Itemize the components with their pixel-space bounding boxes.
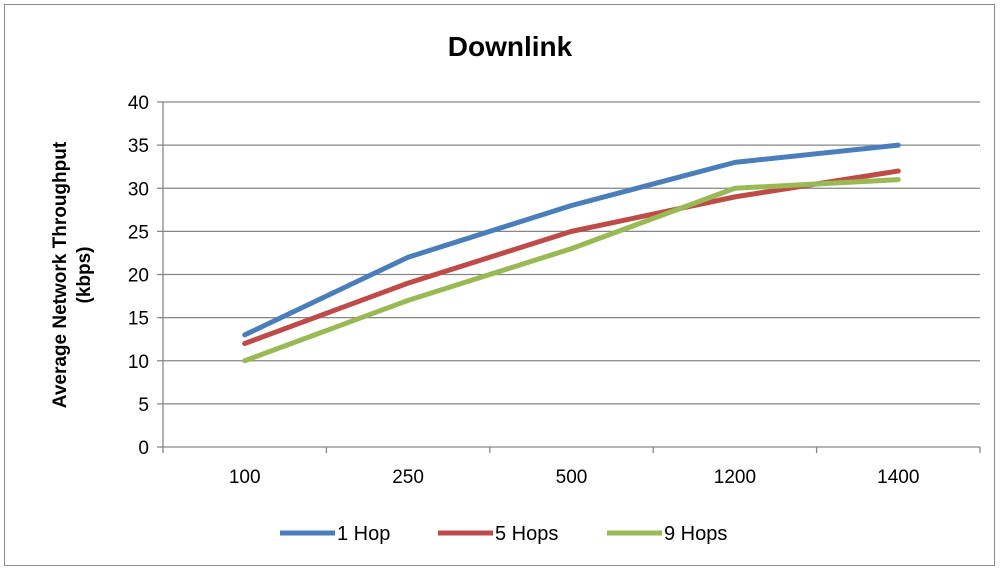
y-tick-label: 35	[128, 136, 149, 157]
legend-label: 9 Hops	[664, 523, 727, 545]
y-tick-label: 15	[128, 309, 149, 330]
series-line	[242, 177, 901, 364]
y-tick-label: 30	[128, 179, 149, 200]
x-tick-label: 500	[556, 467, 588, 488]
y-tick-label: 20	[128, 266, 149, 287]
y-axis-label-line1: Average Network Throughput	[50, 141, 71, 408]
gridlines	[157, 101, 980, 448]
legend-label: 1 Hop	[337, 523, 390, 545]
x-tick-labels: 100 250 500 1200 1400	[229, 467, 920, 488]
y-tick-label: 5	[138, 395, 149, 416]
y-tick-label: 25	[128, 222, 149, 243]
series-line	[242, 142, 901, 338]
y-tick-labels: 0 5 10 15 20 25 30 35 40	[128, 93, 149, 459]
x-tick-label: 1200	[714, 467, 756, 488]
legend: 1 Hop 5 Hops 9 Hops	[280, 523, 727, 545]
legend-label: 5 Hops	[495, 523, 558, 545]
x-tick-label: 100	[229, 467, 261, 488]
chart-title: Downlink	[448, 31, 573, 62]
x-tick-label: 1400	[877, 467, 919, 488]
x-tick-label: 250	[392, 467, 424, 488]
series-line	[242, 168, 901, 346]
y-axis-label-line2: (kbps)	[74, 247, 95, 304]
series-lines	[242, 142, 901, 364]
chart-frame	[4, 4, 995, 566]
axes	[162, 102, 981, 453]
y-tick-label: 40	[128, 93, 149, 114]
y-tick-label: 0	[138, 438, 149, 459]
y-tick-label: 10	[128, 352, 149, 373]
